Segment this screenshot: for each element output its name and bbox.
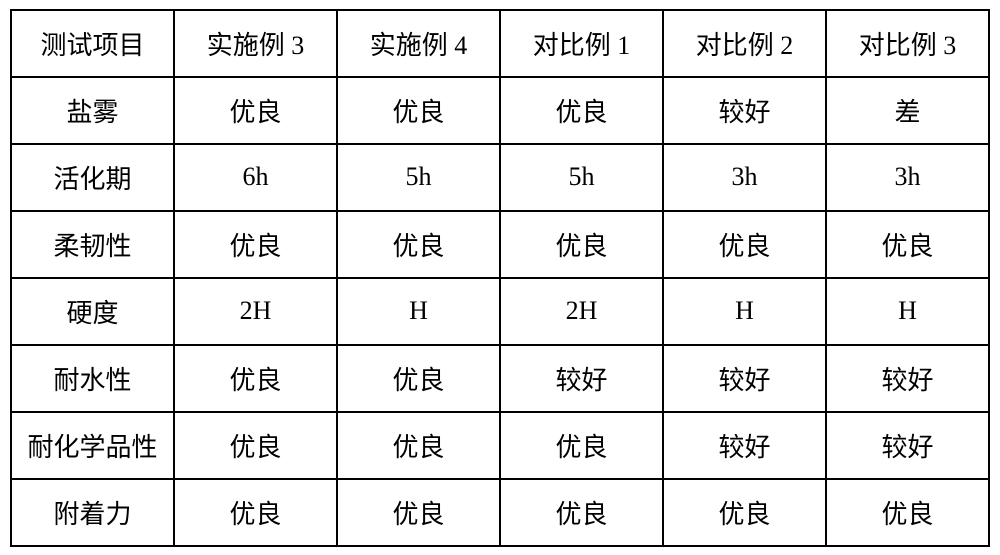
table-cell: 较好	[663, 412, 826, 479]
table-cell: 3h	[826, 144, 989, 211]
table-row: 柔韧性 优良 优良 优良 优良 优良	[11, 211, 989, 278]
table-cell: 优良	[500, 412, 663, 479]
table-cell: 优良	[174, 345, 337, 412]
table-cell: 优良	[174, 412, 337, 479]
table-cell: 较好	[663, 77, 826, 144]
table-cell: 优良	[826, 479, 989, 546]
table-row: 硬度 2H H 2H H H	[11, 278, 989, 345]
comparison-table: 测试项目 实施例 3 实施例 4 对比例 1 对比例 2 对比例 3 盐雾 优良…	[10, 9, 990, 547]
table-cell: 优良	[500, 211, 663, 278]
table-header-cell: 对比例 3	[826, 10, 989, 77]
table-cell: 优良	[663, 479, 826, 546]
table-cell: 较好	[826, 345, 989, 412]
table-header-row: 测试项目 实施例 3 实施例 4 对比例 1 对比例 2 对比例 3	[11, 10, 989, 77]
table-cell: 优良	[174, 479, 337, 546]
table-cell: 差	[826, 77, 989, 144]
table-header-cell: 测试项目	[11, 10, 174, 77]
table-row: 活化期 6h 5h 5h 3h 3h	[11, 144, 989, 211]
table-cell: 较好	[826, 412, 989, 479]
table-header-cell: 实施例 4	[337, 10, 500, 77]
table-cell: 6h	[174, 144, 337, 211]
table-cell: 优良	[663, 211, 826, 278]
table-row: 盐雾 优良 优良 优良 较好 差	[11, 77, 989, 144]
table-cell: 5h	[500, 144, 663, 211]
table-cell: 优良	[500, 479, 663, 546]
table-cell: 附着力	[11, 479, 174, 546]
table-cell: 3h	[663, 144, 826, 211]
table-cell: 优良	[826, 211, 989, 278]
table-cell: 2H	[174, 278, 337, 345]
table-header-cell: 实施例 3	[174, 10, 337, 77]
table-cell: 优良	[337, 479, 500, 546]
table-header-cell: 对比例 1	[500, 10, 663, 77]
table-cell: H	[826, 278, 989, 345]
table-cell: 优良	[337, 412, 500, 479]
table-row: 附着力 优良 优良 优良 优良 优良	[11, 479, 989, 546]
table-cell: 优良	[337, 77, 500, 144]
table-cell: 优良	[174, 77, 337, 144]
table-cell: 耐化学品性	[11, 412, 174, 479]
table-row: 耐水性 优良 优良 较好 较好 较好	[11, 345, 989, 412]
table-cell: 较好	[663, 345, 826, 412]
table-cell: 硬度	[11, 278, 174, 345]
table-cell: 优良	[174, 211, 337, 278]
table-cell: 优良	[337, 345, 500, 412]
table-cell: 优良	[337, 211, 500, 278]
table-cell: 2H	[500, 278, 663, 345]
table-header-cell: 对比例 2	[663, 10, 826, 77]
table-cell: 较好	[500, 345, 663, 412]
table-cell: 耐水性	[11, 345, 174, 412]
table-cell: 盐雾	[11, 77, 174, 144]
table-cell: H	[663, 278, 826, 345]
table-cell: 5h	[337, 144, 500, 211]
comparison-table-container: 测试项目 实施例 3 实施例 4 对比例 1 对比例 2 对比例 3 盐雾 优良…	[10, 9, 990, 547]
table-cell: 柔韧性	[11, 211, 174, 278]
table-cell: H	[337, 278, 500, 345]
table-cell: 活化期	[11, 144, 174, 211]
table-row: 耐化学品性 优良 优良 优良 较好 较好	[11, 412, 989, 479]
table-cell: 优良	[500, 77, 663, 144]
